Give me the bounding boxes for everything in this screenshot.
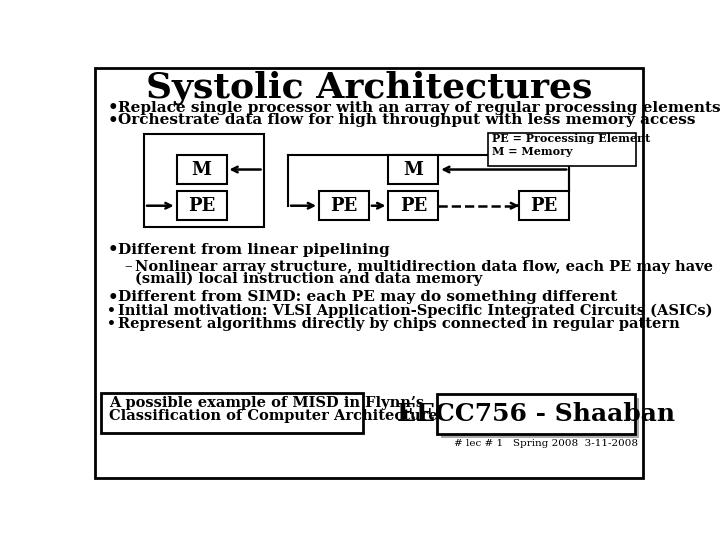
Text: Different from linear pipelining: Different from linear pipelining: [118, 242, 390, 256]
Text: •: •: [107, 241, 118, 258]
Text: PE = Processing Element: PE = Processing Element: [492, 133, 650, 144]
Bar: [441, 398, 639, 438]
Text: M: M: [192, 160, 212, 179]
Text: A possible example of MISD in Flynn’s: A possible example of MISD in Flynn’s: [109, 396, 424, 410]
Bar: [437, 394, 636, 434]
Text: Systolic Architectures: Systolic Architectures: [146, 71, 592, 105]
Bar: [488, 132, 636, 166]
Text: Orchestrate data flow for high throughput with less memory access: Orchestrate data flow for high throughpu…: [118, 113, 696, 127]
Text: •: •: [107, 304, 116, 318]
Bar: [144, 134, 264, 226]
Text: PE: PE: [330, 197, 358, 215]
Text: EECC756 - Shaaban: EECC756 - Shaaban: [397, 402, 675, 427]
Text: Different from SIMD: each PE may do something different: Different from SIMD: each PE may do some…: [118, 291, 617, 305]
Bar: [176, 191, 227, 220]
Text: •: •: [107, 316, 116, 330]
Text: M = Memory: M = Memory: [492, 146, 572, 157]
Text: •: •: [107, 289, 118, 306]
Text: PE: PE: [531, 197, 558, 215]
Text: –: –: [124, 260, 132, 274]
Text: # lec # 1   Spring 2008  3-11-2008: # lec # 1 Spring 2008 3-11-2008: [454, 439, 639, 448]
Bar: [101, 393, 363, 433]
Text: PE: PE: [400, 197, 427, 215]
Bar: [388, 191, 438, 220]
Text: •: •: [107, 112, 118, 129]
Bar: [519, 191, 570, 220]
Bar: [176, 155, 227, 184]
Text: Initial motivation: VLSI Application-Specific Integrated Circuits (ASICs): Initial motivation: VLSI Application-Spe…: [118, 304, 713, 319]
Text: Nonlinear array structure, multidirection data flow, each PE may have: Nonlinear array structure, multidirectio…: [135, 260, 713, 274]
Text: M: M: [403, 160, 423, 179]
Text: Represent algorithms directly by chips connected in regular pattern: Represent algorithms directly by chips c…: [118, 316, 680, 330]
Text: •: •: [107, 99, 118, 117]
Bar: [388, 155, 438, 184]
Text: Classification of Computer Architecture: Classification of Computer Architecture: [109, 409, 438, 423]
Text: Replace single processor with an array of regular processing elements: Replace single processor with an array o…: [118, 101, 720, 115]
Text: PE: PE: [188, 197, 215, 215]
Text: (small) local instruction and data memory: (small) local instruction and data memor…: [135, 272, 482, 286]
Bar: [319, 191, 369, 220]
